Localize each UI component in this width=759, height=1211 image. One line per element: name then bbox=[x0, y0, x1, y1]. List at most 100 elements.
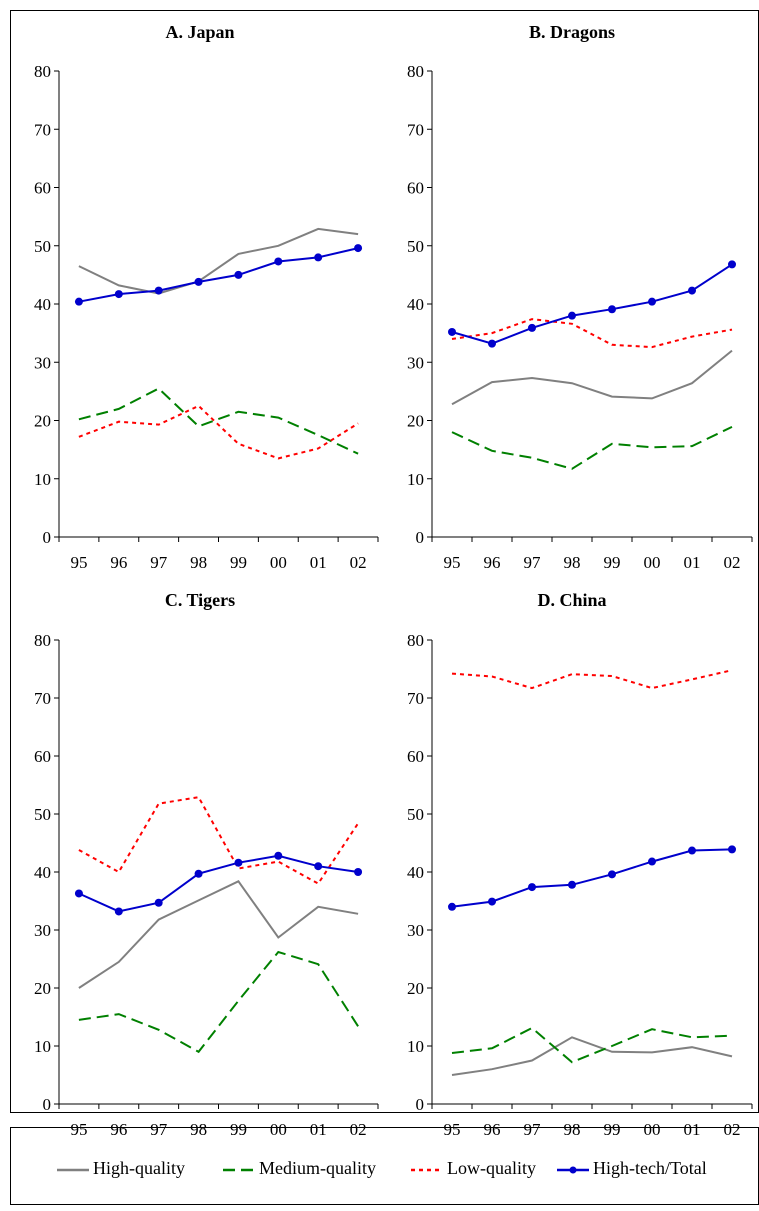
y-tick-label: 10 bbox=[407, 470, 424, 489]
y-tick-label: 80 bbox=[407, 631, 424, 650]
series-point-high-tech-total bbox=[688, 286, 696, 295]
x-tick-label: 98 bbox=[564, 553, 581, 572]
x-tick-label: 02 bbox=[350, 553, 367, 572]
series-point-high-tech-total bbox=[154, 898, 163, 907]
y-tick-label: 0 bbox=[416, 528, 425, 547]
series-line-low-quality bbox=[78, 796, 359, 885]
x-tick-label: 01 bbox=[310, 1120, 327, 1139]
x-tick-label: 98 bbox=[190, 1120, 207, 1139]
series-point-high-tech-total bbox=[74, 297, 83, 306]
series-point-high-tech-total bbox=[114, 290, 123, 299]
x-tick-label: 96 bbox=[110, 553, 127, 572]
y-tick-label: 0 bbox=[416, 1095, 425, 1114]
y-tick-label: 0 bbox=[43, 1095, 52, 1114]
y-tick-label: 80 bbox=[34, 62, 51, 81]
x-tick-label: 97 bbox=[150, 1120, 168, 1139]
y-tick-label: 20 bbox=[34, 412, 51, 431]
x-tick-label: 97 bbox=[524, 553, 542, 572]
y-tick-label: 60 bbox=[34, 747, 51, 766]
y-tick-label: 30 bbox=[407, 921, 424, 940]
series-line-high-quality bbox=[78, 227, 359, 295]
series-point-high-tech-total bbox=[528, 883, 536, 892]
x-tick-label: 01 bbox=[684, 553, 701, 572]
series-line-high-quality bbox=[451, 1036, 733, 1076]
legend-label-medium-quality: Medium-quality bbox=[259, 1158, 376, 1178]
series-point-high-tech-total bbox=[728, 845, 736, 854]
chart-title: B. Dragons bbox=[529, 22, 615, 42]
legend-swatch-low-quality bbox=[411, 1168, 443, 1172]
legend-item-high-tech-total: High-tech/Total bbox=[557, 1159, 707, 1177]
series-point-high-tech-total bbox=[648, 297, 656, 306]
legend-label-high-quality: High-quality bbox=[93, 1158, 185, 1178]
x-tick-label: 01 bbox=[684, 1120, 701, 1139]
x-tick-label: 96 bbox=[484, 553, 501, 572]
y-tick-label: 50 bbox=[34, 805, 51, 824]
series-point-high-tech-total bbox=[234, 270, 243, 279]
series-line-medium-quality bbox=[78, 950, 359, 1054]
x-tick-label: 97 bbox=[150, 553, 168, 572]
series-line-low-quality bbox=[451, 318, 733, 349]
x-tick-label: 02 bbox=[350, 1120, 367, 1139]
series-point-high-tech-total bbox=[354, 868, 363, 876]
series-point-high-tech-total bbox=[568, 311, 576, 320]
y-tick-label: 30 bbox=[34, 353, 51, 372]
chart-title: D. China bbox=[537, 590, 606, 610]
y-tick-label: 20 bbox=[407, 979, 424, 998]
series-point-high-tech-total bbox=[354, 244, 363, 253]
series-point-high-tech-total bbox=[448, 902, 456, 911]
series-point-high-tech-total bbox=[314, 253, 323, 262]
x-tick-label: 95 bbox=[70, 553, 87, 572]
series-point-high-tech-total bbox=[194, 869, 203, 878]
series-line-medium-quality bbox=[451, 1026, 733, 1064]
series-line-high-tech-total bbox=[78, 247, 359, 303]
x-tick-label: 95 bbox=[444, 1120, 461, 1139]
x-tick-label: 98 bbox=[190, 553, 207, 572]
legend-item-high-quality: High-quality bbox=[57, 1159, 185, 1177]
y-tick-label: 80 bbox=[407, 62, 424, 81]
x-tick-label: 01 bbox=[310, 553, 327, 572]
y-tick-label: 50 bbox=[34, 237, 51, 256]
y-tick-label: 20 bbox=[407, 412, 424, 431]
x-tick-label: 99 bbox=[604, 1120, 621, 1139]
series-point-high-tech-total bbox=[648, 857, 656, 866]
panel-a-japan: A. Japan 0 10 20 30 40 50 60 70 80 95 96 97 98 99 00 01 0… bbox=[34, 22, 379, 572]
y-tick-label: 70 bbox=[34, 120, 51, 139]
y-tick-label: 30 bbox=[407, 353, 424, 372]
series-point-high-tech-total bbox=[154, 286, 163, 295]
y-tick-label: 70 bbox=[407, 120, 424, 139]
y-tick-label: 40 bbox=[407, 295, 424, 314]
y-tick-label: 40 bbox=[34, 863, 51, 882]
series-line-low-quality bbox=[451, 669, 733, 690]
series-point-high-tech-total bbox=[528, 323, 536, 332]
y-tick-label: 70 bbox=[407, 689, 424, 708]
legend-label-high-tech-total: High-tech/Total bbox=[593, 1158, 707, 1178]
y-tick-label: 50 bbox=[407, 237, 424, 256]
y-tick-label: 50 bbox=[407, 805, 424, 824]
series-point-high-tech-total bbox=[488, 897, 496, 906]
y-tick-label: 10 bbox=[34, 1037, 51, 1056]
x-tick-label: 97 bbox=[524, 1120, 542, 1139]
x-tick-label: 99 bbox=[230, 1120, 247, 1139]
legend-item-low-quality: Low-quality bbox=[411, 1159, 536, 1177]
y-tick-label: 60 bbox=[34, 179, 51, 198]
y-tick-label: 70 bbox=[34, 689, 51, 708]
x-tick-label: 95 bbox=[70, 1120, 87, 1139]
x-tick-label: 00 bbox=[270, 1120, 287, 1139]
series-point-high-tech-total bbox=[728, 260, 736, 269]
x-tick-label: 98 bbox=[564, 1120, 581, 1139]
y-tick-label: 80 bbox=[34, 631, 51, 650]
series-point-high-tech-total bbox=[688, 846, 696, 855]
series-point-high-tech-total bbox=[74, 889, 83, 898]
x-tick-label: 99 bbox=[604, 553, 621, 572]
y-tick-label: 60 bbox=[407, 747, 424, 766]
series-point-high-tech-total bbox=[274, 257, 283, 266]
x-tick-label: 02 bbox=[724, 1120, 741, 1139]
series-point-high-tech-total bbox=[488, 339, 496, 348]
y-tick-label: 40 bbox=[407, 863, 424, 882]
y-tick-label: 40 bbox=[34, 295, 51, 314]
legend-swatch-medium-quality bbox=[223, 1168, 255, 1172]
y-tick-label: 0 bbox=[43, 528, 52, 547]
